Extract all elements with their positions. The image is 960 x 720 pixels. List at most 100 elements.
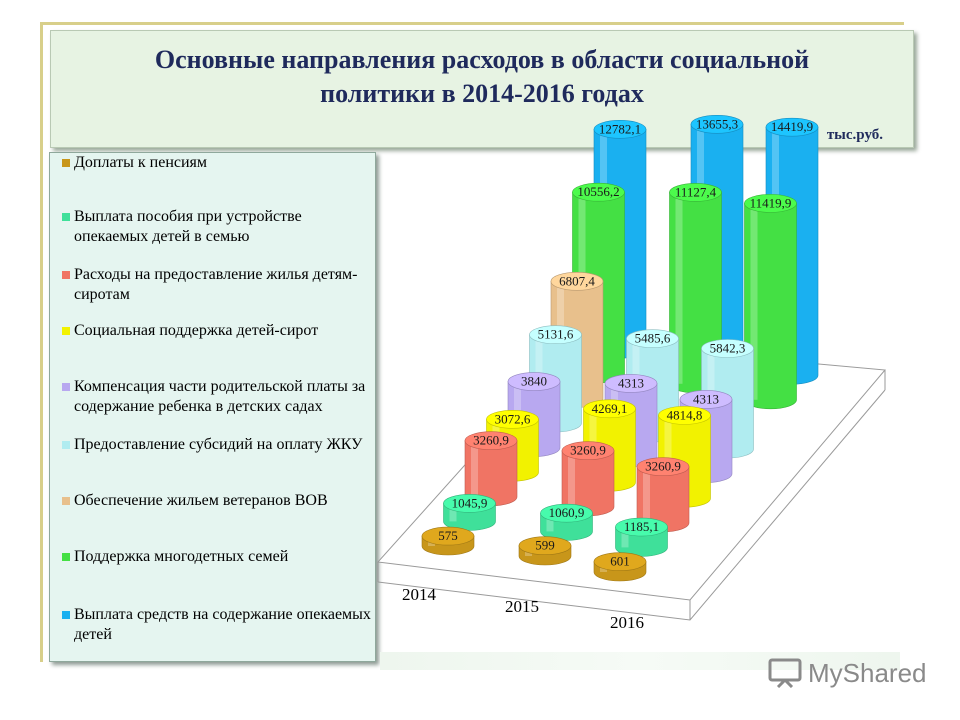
data-label: 5842,3	[710, 341, 746, 356]
cylinder-top	[464, 431, 518, 451]
frame-line-top	[40, 22, 904, 25]
cylinder-top	[701, 339, 754, 358]
cylinder-top	[615, 517, 668, 537]
cylinder-bar	[658, 406, 711, 508]
legend-label: Выплата пособия при устройстве опекаемых…	[74, 208, 302, 245]
data-label: 3260,9	[570, 443, 606, 458]
cylinder-bar	[615, 517, 668, 557]
cylinder-top	[593, 120, 647, 139]
cylinder-bar	[464, 431, 518, 507]
cylinder-top	[626, 329, 679, 348]
title-line-1: Основные направления расходов в области …	[154, 45, 810, 74]
cylinder-bar	[744, 194, 797, 410]
cylinder-highlight	[664, 415, 672, 499]
category-label: 2014	[402, 585, 437, 604]
cylinder-top	[529, 325, 582, 345]
data-label: 13655,3	[696, 116, 738, 131]
data-label: 11127,4	[675, 184, 717, 199]
cylinder-top	[636, 457, 690, 477]
data-label: 5131,6	[538, 327, 574, 342]
cylinder-bar	[561, 441, 615, 517]
cylinder-bar	[443, 494, 496, 531]
cylinder-top	[744, 194, 797, 213]
data-label: 599	[535, 538, 555, 553]
cylinder-highlight	[449, 503, 457, 522]
presentation-board-icon	[768, 658, 802, 688]
cylinder-highlight	[471, 440, 478, 497]
cylinder-bar	[593, 552, 647, 582]
cylinder-top	[593, 552, 647, 571]
cylinder-top	[669, 183, 722, 202]
legend-label: Выплата средств на содержание опекаемых …	[74, 606, 371, 643]
cylinder-bar	[636, 457, 690, 533]
cylinder-top	[690, 115, 744, 134]
data-label: 10556,2	[577, 184, 619, 199]
cylinder-top	[572, 182, 625, 202]
cylinder-top	[604, 374, 658, 393]
cylinder-top	[486, 410, 539, 429]
legend-swatch	[62, 441, 70, 449]
category-label: 2015	[505, 597, 539, 616]
data-label: 12782,1	[599, 121, 641, 136]
data-label: 4269,1	[592, 401, 628, 416]
cylinder-bar	[421, 526, 475, 556]
title-line-2: политики в 2014-2016 годах	[320, 79, 644, 108]
data-label: 601	[610, 554, 630, 569]
legend-label: Поддержка многодетных семей	[74, 548, 289, 565]
legend-swatch	[62, 159, 70, 167]
legend-swatch	[62, 497, 70, 505]
cylinder-highlight	[568, 450, 575, 507]
data-label: 575	[438, 528, 458, 543]
chart-legend: Доплаты к пенсиям Выплата пособия при уст…	[49, 152, 376, 662]
cylinder-highlight	[621, 527, 629, 548]
unit-label: тыс.руб.	[826, 127, 883, 143]
data-label: 14419,9	[771, 119, 813, 134]
data-label: 3260,9	[645, 459, 681, 474]
cylinder-top	[421, 526, 475, 546]
legend-label: Обеспечение жильем ветеранов ВОВ	[74, 492, 328, 509]
data-label: 4313	[693, 391, 719, 406]
legend-label: Предоставление субсидий на оплату ЖКУ	[74, 436, 363, 453]
cylinder-top	[443, 494, 496, 513]
cylinder-top	[583, 399, 636, 419]
data-label: 4313	[618, 375, 644, 390]
cylinder-top	[765, 117, 819, 137]
legend-swatch	[62, 327, 70, 335]
data-label: 1185,1	[624, 519, 659, 534]
legend-swatch	[62, 383, 70, 391]
cylinder-top	[540, 503, 593, 523]
cylinder-highlight	[546, 513, 554, 532]
cylinder-top	[561, 441, 615, 461]
legend-label: Компенсация части родительской платы за …	[74, 378, 366, 415]
cylinder-top	[507, 372, 561, 391]
data-label: 6807,4	[559, 273, 595, 288]
cylinder-top	[518, 536, 572, 555]
legend-swatch	[62, 271, 70, 279]
data-label: 1045,9	[452, 495, 488, 510]
cylinder-bar	[540, 503, 593, 541]
watermark-text: MyShared	[808, 658, 927, 688]
floor-edge	[377, 389, 886, 621]
cylinder-bar	[518, 536, 572, 566]
legend-label: Социальная поддержка детей-сирот	[74, 322, 319, 339]
cylinder-highlight	[675, 192, 683, 384]
cylinder-top	[550, 272, 604, 291]
cylinder-highlight	[750, 203, 758, 400]
data-label: 3260,9	[473, 433, 509, 448]
frame-line-left	[40, 22, 43, 662]
data-label: 1060,9	[549, 505, 585, 520]
cylinder-top	[679, 390, 733, 409]
legend-label: Доплаты к пенсиям	[74, 154, 208, 171]
cylinder-top	[658, 406, 711, 425]
data-label: 4814,8	[667, 407, 703, 422]
data-label: 3072,6	[495, 411, 531, 426]
legend-label: Расходы на предоставление жилья детям-си…	[74, 266, 358, 303]
data-label: 11419,9	[750, 195, 792, 210]
data-label: 3840	[521, 374, 547, 389]
legend-swatch	[62, 213, 70, 221]
title-box: Основные направления расходов в области …	[50, 30, 914, 148]
data-label: 5485,6	[635, 331, 671, 346]
legend-swatch	[62, 611, 70, 619]
cylinder-highlight	[643, 466, 650, 523]
